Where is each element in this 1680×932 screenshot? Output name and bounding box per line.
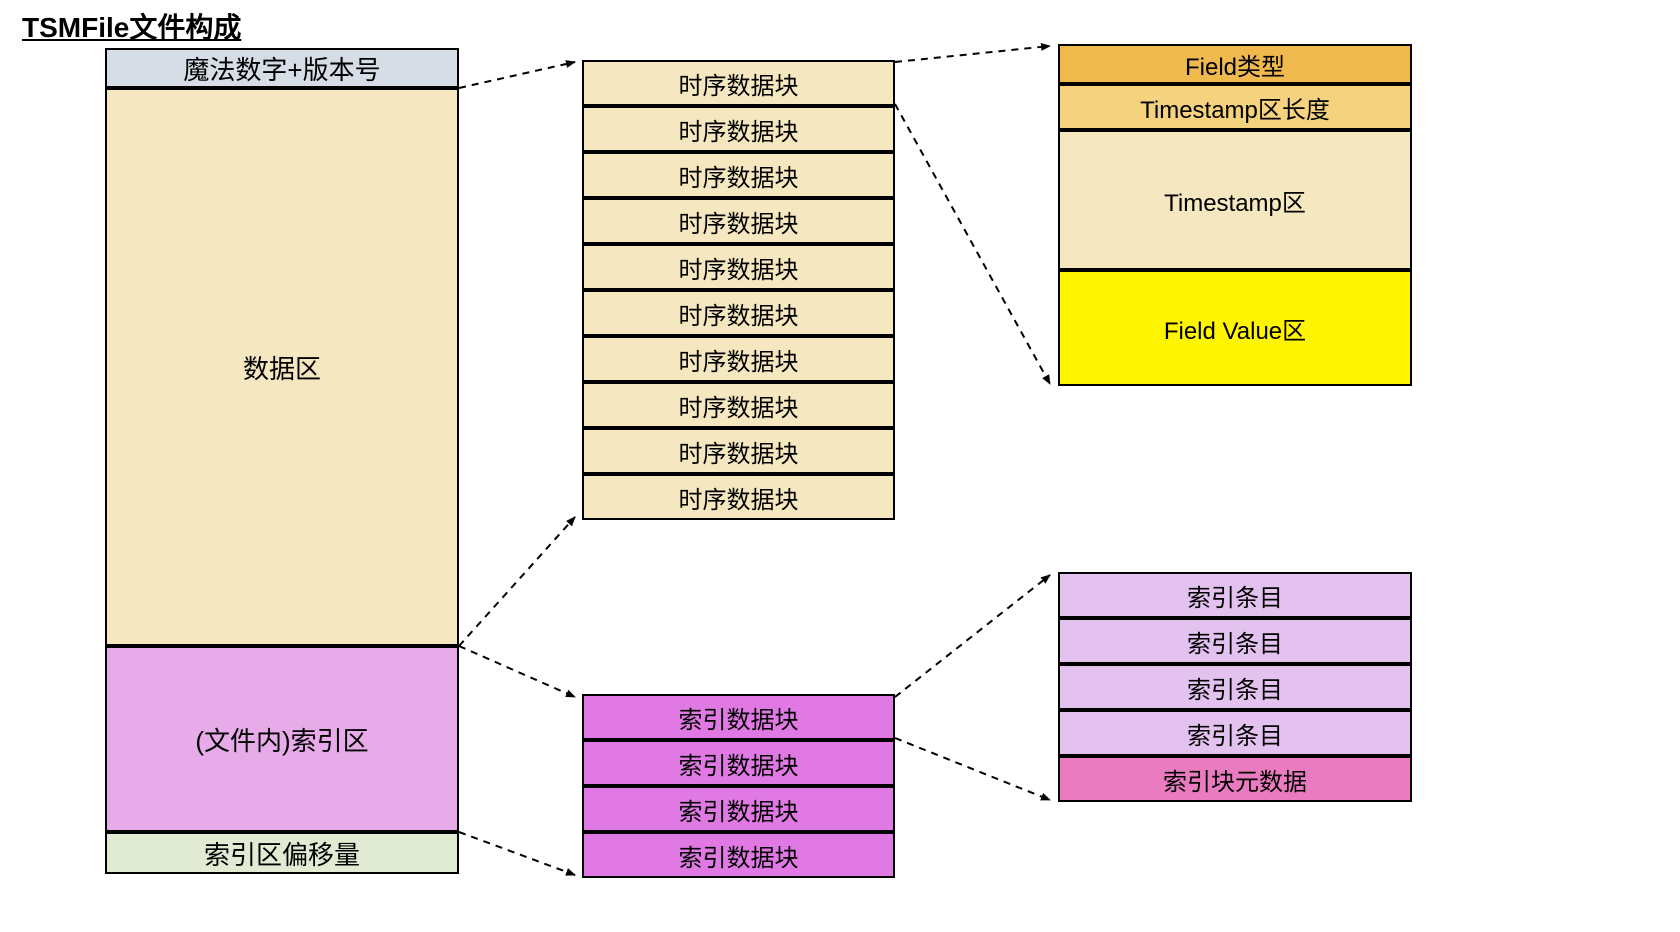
col2-data-row: 时序数据块 xyxy=(582,244,895,290)
arrow xyxy=(459,646,575,697)
col3-block-row: Field Value区 xyxy=(1058,270,1412,386)
col1-magic: 魔法数字+版本号 xyxy=(105,48,459,88)
arrow xyxy=(895,104,1050,384)
col2-data-row: 时序数据块 xyxy=(582,382,895,428)
col3-index-row: 索引条目 xyxy=(1058,710,1412,756)
col3-index-row: 索引条目 xyxy=(1058,572,1412,618)
col2-index-row: 索引数据块 xyxy=(582,832,895,878)
arrow xyxy=(895,575,1050,697)
arrow xyxy=(459,517,575,646)
arrow xyxy=(459,832,575,875)
col2-data-row: 时序数据块 xyxy=(582,428,895,474)
arrow xyxy=(895,46,1050,62)
col2-index-row: 索引数据块 xyxy=(582,740,895,786)
col2-data-row: 时序数据块 xyxy=(582,474,895,520)
col3-index-row: 索引条目 xyxy=(1058,664,1412,710)
diagram-title: TSMFile文件构成 xyxy=(22,6,241,46)
col3-index-row: 索引条目 xyxy=(1058,618,1412,664)
col2-data-row: 时序数据块 xyxy=(582,152,895,198)
col3-block-row: Field类型 xyxy=(1058,44,1412,84)
arrow xyxy=(459,62,575,88)
arrow xyxy=(895,738,1050,800)
col1-data: 数据区 xyxy=(105,88,459,646)
col3-index-row: 索引块元数据 xyxy=(1058,756,1412,802)
col2-index-row: 索引数据块 xyxy=(582,786,895,832)
col1-offset: 索引区偏移量 xyxy=(105,832,459,874)
col2-data-row: 时序数据块 xyxy=(582,198,895,244)
col2-data-row: 时序数据块 xyxy=(582,336,895,382)
col3-block-row: Timestamp区 xyxy=(1058,130,1412,270)
col1-index: (文件内)索引区 xyxy=(105,646,459,832)
col2-index-row: 索引数据块 xyxy=(582,694,895,740)
col2-data-row: 时序数据块 xyxy=(582,290,895,336)
col3-block-row: Timestamp区长度 xyxy=(1058,84,1412,130)
col2-data-row: 时序数据块 xyxy=(582,106,895,152)
col2-data-row: 时序数据块 xyxy=(582,60,895,106)
